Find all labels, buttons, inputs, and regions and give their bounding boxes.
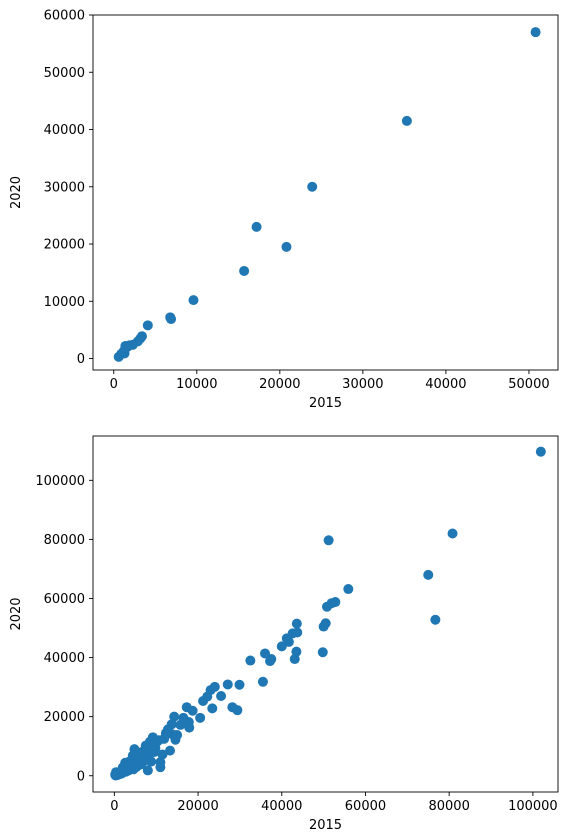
- data-point: [188, 295, 199, 306]
- data-point: [281, 633, 292, 644]
- data-point: [175, 719, 186, 730]
- y-tick-label: 80000: [44, 533, 85, 548]
- data-point: [307, 181, 318, 192]
- data-point: [198, 696, 209, 707]
- y-tick-label: 0: [77, 352, 85, 367]
- x-tick-label: 100000: [508, 799, 558, 814]
- data-point: [291, 618, 302, 629]
- x-tick-label: 80000: [428, 799, 469, 814]
- data-point: [289, 654, 300, 665]
- x-tick-label: 0: [110, 799, 118, 814]
- data-point: [323, 535, 334, 546]
- y-tick-label: 40000: [44, 651, 85, 666]
- y-axis-label: 2020: [9, 176, 24, 209]
- y-tick-label: 60000: [44, 9, 85, 24]
- data-point: [195, 712, 206, 723]
- data-point: [155, 757, 166, 768]
- data-point: [276, 641, 287, 652]
- data-point: [227, 702, 238, 713]
- axes-frame: [92, 435, 559, 793]
- data-point: [181, 702, 192, 713]
- y-tick-label: 60000: [44, 592, 85, 607]
- x-tick-label: 20000: [177, 799, 218, 814]
- x-tick-label: 10000: [176, 377, 217, 392]
- data-point: [157, 749, 168, 760]
- x-tick-label: 40000: [261, 799, 302, 814]
- data-point: [251, 221, 262, 232]
- y-tick-label: 20000: [44, 710, 85, 725]
- data-point: [245, 655, 256, 666]
- data-point: [222, 679, 233, 690]
- data-point: [321, 601, 332, 612]
- data-point: [207, 703, 218, 714]
- x-axis-label: 2015: [309, 396, 342, 411]
- y-tick-label: 40000: [44, 123, 85, 138]
- data-point: [260, 648, 271, 659]
- x-axis-label: 2015: [309, 818, 342, 833]
- data-point: [234, 679, 245, 690]
- data-point: [318, 621, 329, 632]
- data-point: [265, 656, 276, 667]
- data-point: [165, 745, 176, 756]
- x-tick-label: 40000: [425, 377, 466, 392]
- y-tick-label: 30000: [44, 180, 85, 195]
- data-point: [530, 27, 541, 38]
- data-point: [166, 314, 177, 325]
- y-tick-label: 100000: [35, 474, 85, 489]
- y-tick-label: 10000: [44, 295, 85, 310]
- data-point: [430, 614, 441, 625]
- data-point: [216, 690, 227, 701]
- y-tick-label: 50000: [44, 66, 85, 81]
- bottom-scatter-plot: 0 20000 40000 60000 80000 100000 0 20000 40000 60…: [9, 435, 559, 833]
- x-tick-label: 30000: [342, 377, 383, 392]
- x-tick-label: 20000: [259, 377, 300, 392]
- y-tick-label: 20000: [44, 238, 85, 253]
- data-point: [447, 528, 458, 539]
- data-point: [142, 765, 153, 776]
- axes-frame: [92, 14, 559, 371]
- data-point: [169, 711, 180, 722]
- y-axis-label: 2020: [9, 597, 24, 630]
- data-point: [281, 241, 292, 252]
- x-tick-label: 50000: [508, 377, 549, 392]
- data-point: [343, 584, 354, 595]
- y-tick-label: 0: [77, 769, 85, 784]
- top-scatter-plot: 0 10000 20000 30000 40000 50000 0 10000 20000 300…: [9, 9, 559, 411]
- data-point: [113, 351, 124, 362]
- data-point: [239, 265, 250, 276]
- data-point: [142, 320, 153, 331]
- data-point: [184, 722, 195, 733]
- data-point: [257, 676, 268, 687]
- data-point: [317, 647, 328, 658]
- data-point: [110, 769, 121, 780]
- x-tick-label: 0: [110, 377, 118, 392]
- data-point: [401, 115, 412, 126]
- data-point: [535, 446, 546, 457]
- data-point: [423, 569, 434, 580]
- x-tick-label: 60000: [345, 799, 386, 814]
